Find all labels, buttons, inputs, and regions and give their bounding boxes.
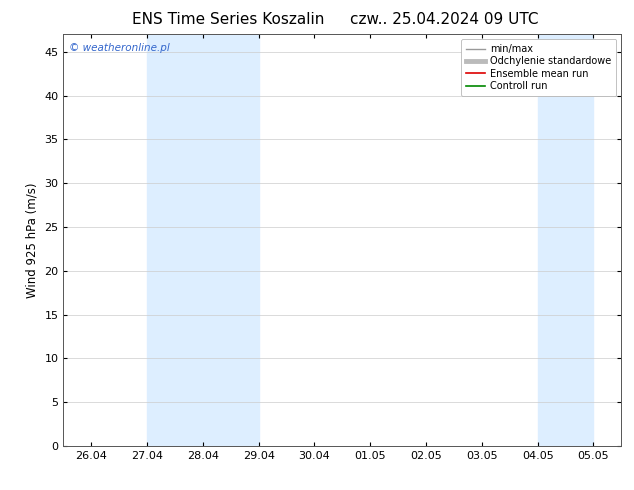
Text: © weatheronline.pl: © weatheronline.pl <box>69 43 170 52</box>
Text: ENS Time Series Koszalin: ENS Time Series Koszalin <box>132 12 325 27</box>
Bar <box>147 34 259 446</box>
Y-axis label: Wind 925 hPa (m/s): Wind 925 hPa (m/s) <box>26 182 39 298</box>
Legend: min/max, Odchylenie standardowe, Ensemble mean run, Controll run: min/max, Odchylenie standardowe, Ensembl… <box>461 39 616 96</box>
Bar <box>538 34 593 446</box>
Text: czw.. 25.04.2024 09 UTC: czw.. 25.04.2024 09 UTC <box>349 12 538 27</box>
